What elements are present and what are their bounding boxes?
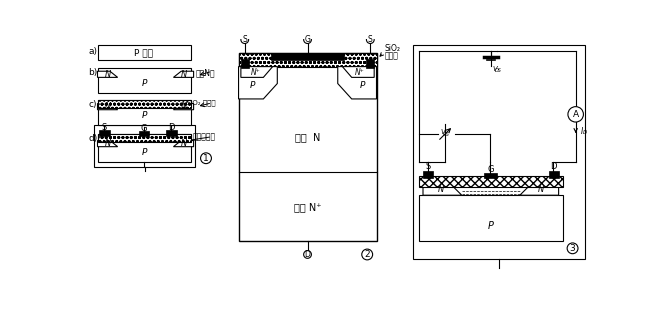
Text: P: P	[141, 147, 147, 156]
Text: DS: DS	[495, 68, 502, 73]
Polygon shape	[173, 104, 194, 110]
Bar	[98, 100, 190, 125]
Text: 衬底 N⁺: 衬底 N⁺	[294, 202, 321, 212]
Text: S: S	[368, 35, 373, 44]
Bar	[548, 170, 559, 178]
Text: N: N	[104, 139, 111, 148]
Text: D: D	[583, 130, 587, 135]
Text: 外延  N: 外延 N	[295, 133, 320, 143]
Text: P: P	[141, 79, 147, 88]
Polygon shape	[98, 104, 117, 110]
Bar	[241, 59, 249, 68]
Bar	[423, 170, 433, 178]
Bar	[166, 130, 176, 136]
Polygon shape	[342, 67, 374, 77]
Text: P: P	[250, 81, 255, 89]
Text: 金属化电极: 金属化电极	[192, 133, 215, 142]
Text: N: N	[180, 70, 187, 79]
Text: 3: 3	[569, 244, 575, 253]
Text: b): b)	[88, 68, 98, 77]
Polygon shape	[423, 184, 462, 195]
Bar	[419, 176, 562, 187]
Bar	[419, 195, 562, 241]
Text: S: S	[242, 35, 247, 44]
Bar	[413, 45, 585, 259]
Text: P: P	[360, 81, 365, 89]
Text: N⁺: N⁺	[251, 68, 260, 77]
Text: 扩散N区: 扩散N区	[195, 68, 215, 77]
Text: S: S	[102, 123, 107, 132]
Text: P: P	[141, 111, 147, 121]
Bar	[239, 53, 377, 67]
Text: 绝缘层: 绝缘层	[384, 51, 398, 60]
Text: SiO₂ 绝缘层: SiO₂ 绝缘层	[186, 99, 215, 106]
Text: G: G	[487, 165, 494, 174]
Text: S: S	[425, 162, 430, 171]
Text: N: N	[438, 185, 444, 194]
Circle shape	[367, 36, 374, 43]
Circle shape	[241, 36, 249, 43]
Text: d): d)	[88, 134, 98, 143]
Polygon shape	[173, 71, 194, 77]
Text: P: P	[487, 221, 493, 231]
Text: a): a)	[88, 47, 97, 56]
Text: G: G	[141, 124, 147, 133]
Text: D: D	[304, 250, 310, 259]
Text: A: A	[573, 110, 579, 119]
Polygon shape	[98, 71, 117, 77]
Text: I: I	[581, 127, 583, 136]
Polygon shape	[241, 67, 273, 77]
Text: N: N	[180, 102, 187, 111]
Text: N⁺: N⁺	[355, 68, 364, 77]
Bar	[138, 131, 150, 136]
Polygon shape	[338, 67, 377, 99]
Circle shape	[361, 249, 373, 260]
Bar	[98, 68, 190, 93]
Circle shape	[568, 107, 583, 122]
Circle shape	[567, 243, 578, 254]
Text: N: N	[104, 70, 111, 79]
Text: G: G	[304, 35, 310, 44]
Bar	[99, 130, 110, 136]
Circle shape	[201, 153, 211, 164]
Polygon shape	[98, 141, 117, 147]
Bar	[239, 53, 377, 241]
Text: D: D	[550, 162, 556, 171]
Text: N: N	[538, 185, 544, 194]
Bar	[98, 134, 190, 142]
Circle shape	[304, 251, 312, 258]
Polygon shape	[173, 141, 194, 147]
Text: 2: 2	[364, 250, 370, 259]
Text: V: V	[440, 129, 445, 135]
Text: N: N	[104, 102, 111, 111]
Text: N: N	[180, 139, 187, 148]
Bar	[367, 59, 374, 68]
Text: GS: GS	[443, 132, 449, 137]
Text: D: D	[168, 123, 174, 132]
Bar	[94, 125, 195, 168]
Text: V: V	[493, 66, 497, 72]
Polygon shape	[239, 67, 277, 99]
Bar	[271, 53, 344, 61]
Bar	[484, 173, 497, 178]
Text: P 型硅: P 型硅	[134, 48, 154, 57]
Bar	[98, 45, 190, 61]
Text: c): c)	[88, 100, 96, 110]
Text: 1: 1	[203, 154, 209, 163]
Circle shape	[304, 36, 312, 43]
Text: SiO₂: SiO₂	[384, 44, 400, 53]
Bar	[98, 134, 190, 162]
Polygon shape	[520, 184, 559, 195]
Bar	[98, 100, 190, 108]
